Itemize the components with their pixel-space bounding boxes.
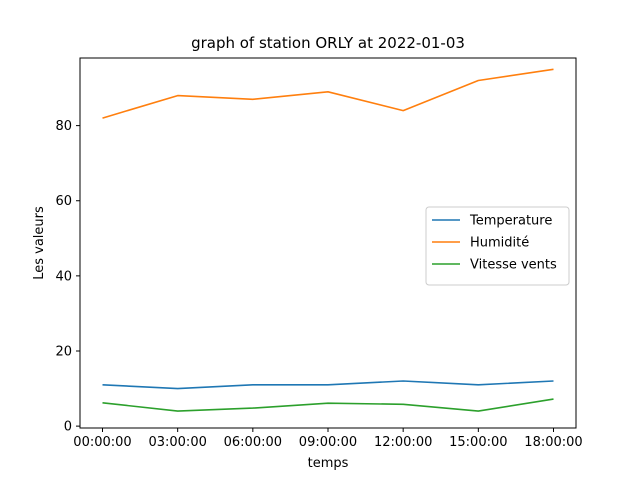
x-tick-label: 00:00:00 — [73, 435, 131, 450]
series-line-humidit — [102, 68, 554, 119]
x-tick-label: 18:00:00 — [524, 435, 582, 450]
x-tick-label: 03:00:00 — [148, 435, 206, 450]
x-tick-label: 09:00:00 — [299, 435, 357, 450]
legend-box — [425, 206, 570, 286]
x-axis: 00:00:00 03:00:00 06:00:00 09:00:00 12:00:00… — [73, 428, 583, 450]
x-tick-label: 06:00:00 — [224, 435, 282, 450]
legend-label-vitesse-vents: Vitesse vents — [470, 258, 557, 273]
legend: Temperature Humidité Vitesse vents — [425, 206, 570, 286]
series-line-temperature — [102, 380, 554, 390]
x-tick-label: 15:00:00 — [449, 435, 507, 450]
x-axis-label: temps — [308, 456, 349, 471]
x-tick-label: 12:00:00 — [374, 435, 432, 450]
legend-label-temperature: Temperature — [469, 214, 552, 229]
series-lines — [102, 68, 554, 412]
y-axis: 0 20 40 60 80 — [55, 119, 80, 435]
y-tick-label: 60 — [55, 194, 72, 209]
y-tick-label: 80 — [55, 119, 72, 134]
series-line-vitesse-vents — [102, 398, 554, 412]
y-axis-label: Les valeurs — [32, 206, 47, 280]
legend-label-humidit: Humidité — [470, 236, 529, 251]
y-tick-label: 20 — [55, 344, 72, 359]
y-tick-label: 0 — [64, 420, 72, 435]
chart-title: graph of station ORLY at 2022-01-03 — [191, 34, 465, 52]
y-tick-label: 40 — [55, 269, 72, 284]
